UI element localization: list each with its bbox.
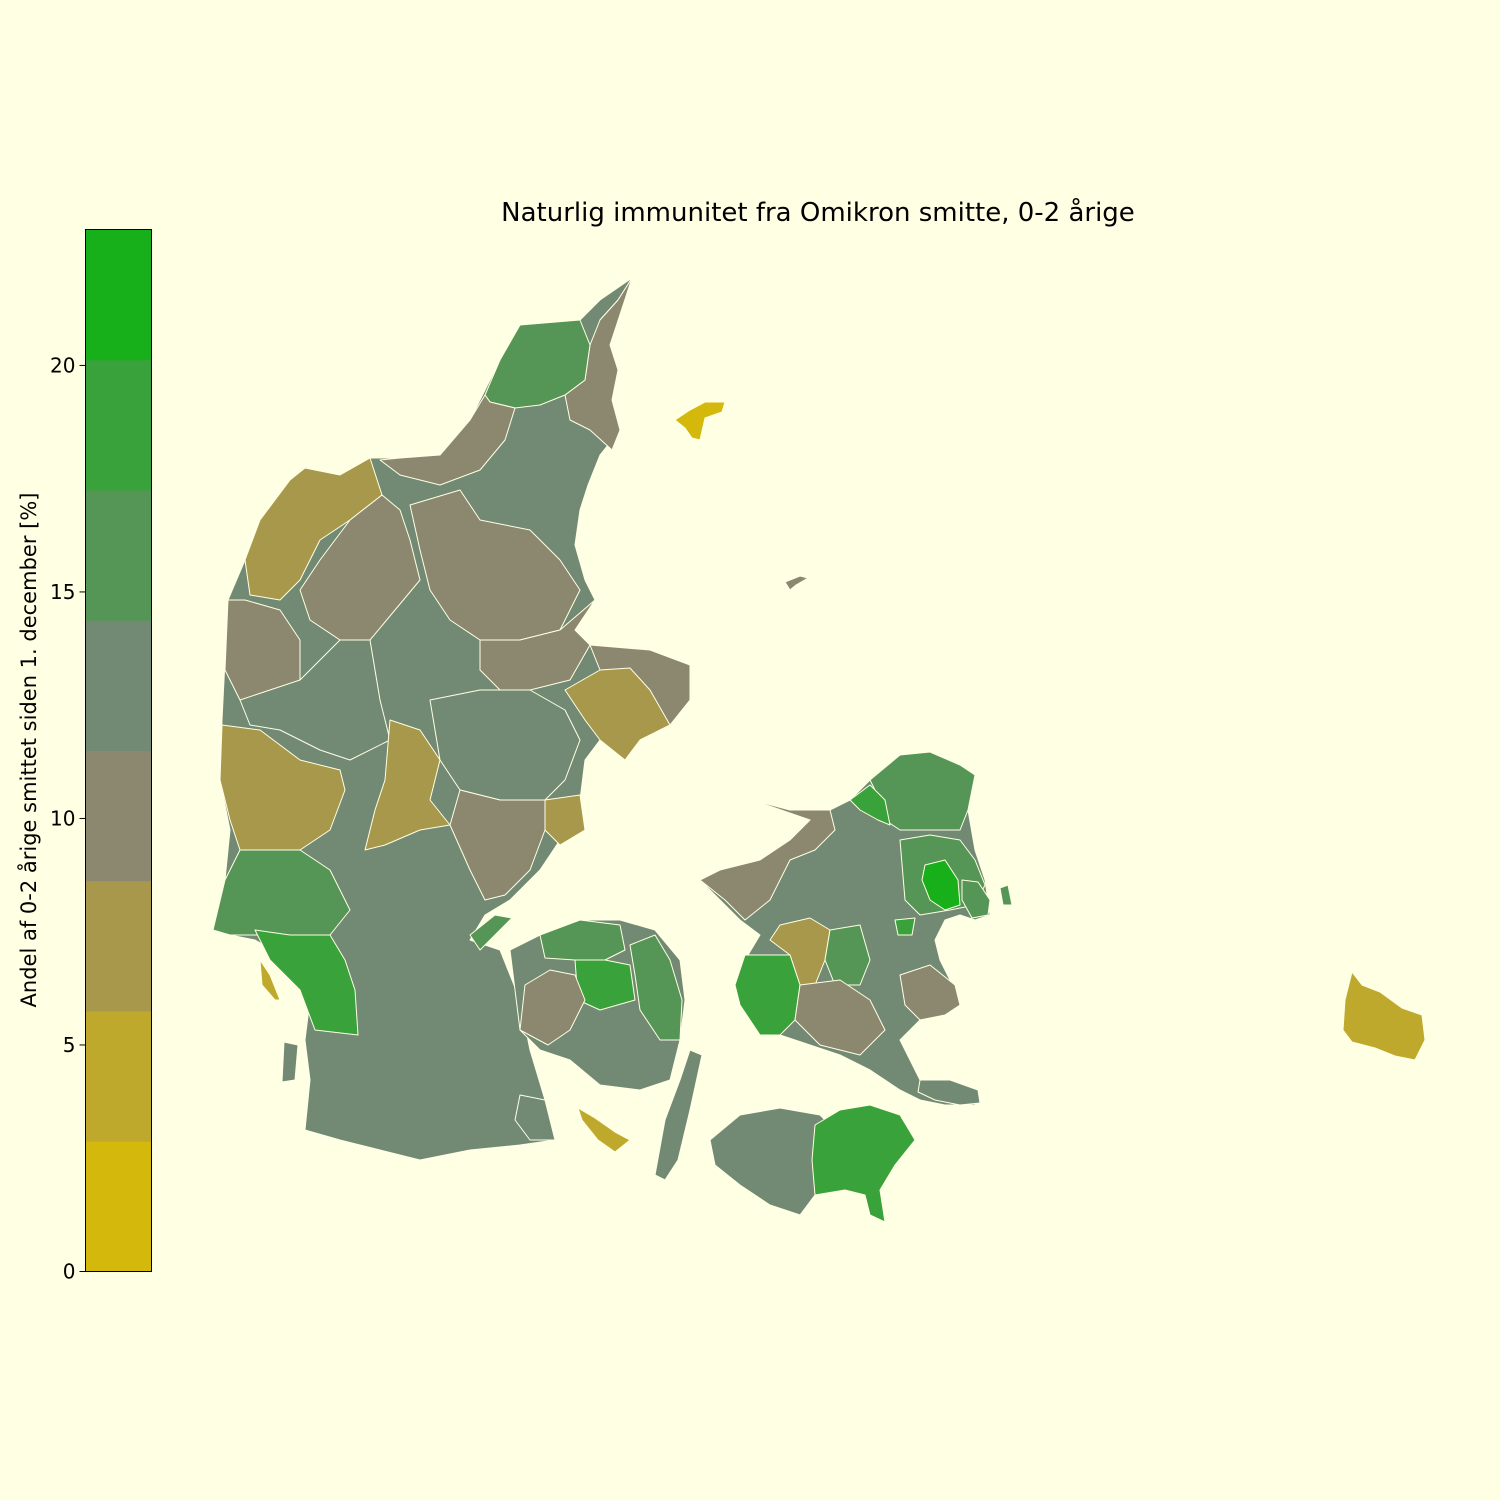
- colorbar-ticks: 0 5 10 15 20: [50, 353, 86, 1284]
- region-north-tip: [564, 277, 633, 451]
- colorbar-bin-7: [85, 229, 152, 361]
- island-anholt: [784, 575, 809, 591]
- region-hjorring: [484, 319, 591, 409]
- island-saltholm: [999, 884, 1013, 906]
- colorbar-bin-4: [85, 620, 152, 751]
- region-assens: [519, 969, 586, 1046]
- region-stevns: [899, 964, 961, 1021]
- region-fano: [259, 959, 281, 1001]
- island-langeland: [654, 1049, 703, 1181]
- colorbar-bins: [85, 229, 152, 1272]
- colorbar-tick-label: 0: [63, 1260, 76, 1284]
- region-syddjurs: [564, 667, 671, 761]
- island-guldborgsund: [811, 1104, 916, 1223]
- island-laeso: [674, 401, 726, 441]
- island-bornholm: [1342, 971, 1426, 1061]
- colorbar-tick-label: 15: [50, 580, 75, 604]
- region-fredericia: [469, 914, 513, 951]
- colorbar-tick-label: 10: [50, 806, 75, 830]
- region-kerteminde: [629, 934, 683, 1041]
- colorbar-tick-label: 20: [50, 353, 75, 377]
- region-jammerbugt: [379, 394, 516, 486]
- region-ringkobing: [219, 724, 346, 861]
- colorbar-frame: [85, 229, 152, 1272]
- colorbar-bin-1: [85, 1011, 152, 1142]
- denmark-map: [212, 277, 1426, 1223]
- region-odsherred: [699, 799, 836, 921]
- region-odder: [449, 789, 546, 901]
- colorbar: 0 5 10 15 20 Andel af 0-2 årige smittet side…: [16, 229, 152, 1284]
- region-naestved: [794, 979, 886, 1056]
- region-mors: [299, 494, 421, 641]
- map-title: Naturlig immunitet fra Omikron smitte, 0…: [501, 197, 1135, 228]
- island-aero: [577, 1107, 631, 1153]
- region-esbjerg: [254, 929, 359, 1036]
- region-horsens-mustard: [544, 794, 586, 846]
- colorbar-bin-3: [85, 750, 152, 882]
- region-thisted: [244, 457, 383, 601]
- region-ringsted: [824, 924, 871, 986]
- colorbar-label: Andel af 0-2 årige smittet siden 1. dece…: [16, 493, 41, 1008]
- colorbar-bin-0: [85, 1141, 152, 1272]
- region-slagelse: [734, 954, 801, 1036]
- region-amager: [961, 879, 991, 919]
- island-als: [514, 1094, 556, 1141]
- region-copenhagen: [921, 859, 961, 911]
- region-silkeborg: [364, 719, 451, 851]
- colorbar-bin-5: [85, 490, 152, 621]
- region-aarhus: [429, 689, 581, 801]
- region-romo: [281, 1041, 299, 1083]
- colorbar-bin-6: [85, 359, 152, 491]
- island-mon: [917, 1079, 981, 1106]
- colorbar-tick-label: 5: [63, 1033, 76, 1057]
- colorbar-bin-2: [85, 880, 152, 1012]
- region-nordfyn: [539, 919, 626, 961]
- region-greve: [894, 917, 916, 936]
- region-halsnaes: [849, 784, 891, 826]
